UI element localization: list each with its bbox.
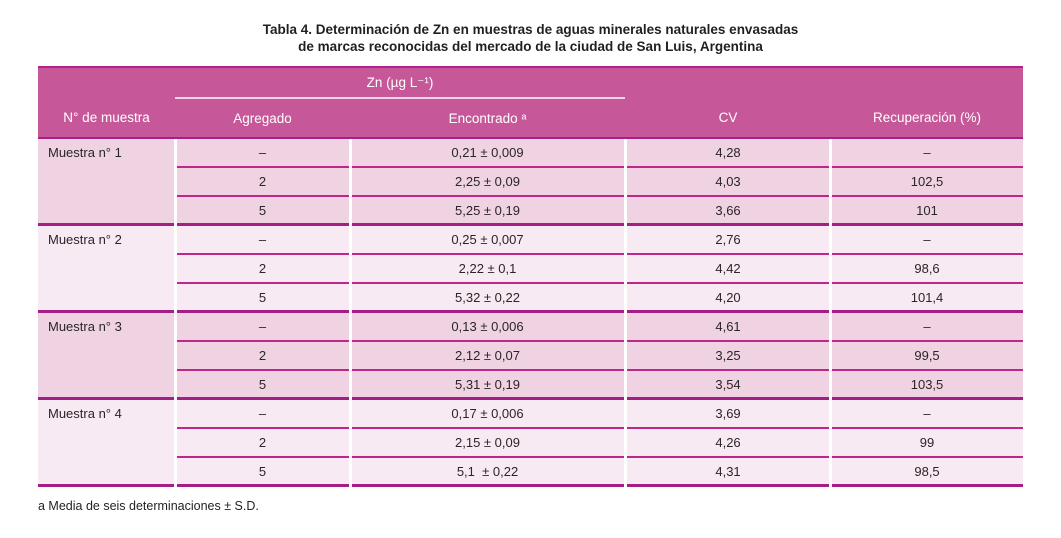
sample-name-cell: Muestra n° 1 <box>38 138 175 226</box>
table-row: Muestra n° 4 – 0,17 ± 0,006 3,69 – <box>38 398 1024 487</box>
table-row: Muestra n° 2 – 0,25 ± 0,007 2,76 – <box>38 224 1024 313</box>
table-row: 5 5,25 ± 0,19 3,66 101 <box>38 196 1024 226</box>
agregado-cell: 5 <box>175 457 350 487</box>
sample-name-cell: Muestra n° 3 <box>38 311 175 400</box>
cv-cell: 4,31 <box>625 457 832 487</box>
encontrado-cell: 2,22 ± 0,1 <box>350 254 626 284</box>
agregado-cell: 2 <box>175 254 350 284</box>
cv-cell: 4,61 <box>625 311 832 342</box>
encontrado-cell: 2,15 ± 0,09 <box>350 428 626 458</box>
cv-cell: 4,20 <box>625 283 832 313</box>
recuperacion-cell: 101 <box>831 196 1024 226</box>
column-header-encontrado: Encontrado ᵃ <box>350 98 626 139</box>
column-header-row: N° de muestra Agregado Encontrado ᵃ CV R… <box>38 98 1024 139</box>
column-gutter <box>174 139 177 487</box>
table-row: 2 2,12 ± 0,07 3,25 99,5 <box>38 341 1024 371</box>
agregado-cell: – <box>175 138 350 168</box>
cv-cell: 3,54 <box>625 370 832 400</box>
footnote: a Media de seis determinaciones ± S.D. <box>38 499 259 513</box>
recuperacion-cell: 99 <box>831 428 1024 458</box>
zn-results-table: Zn (µg L⁻¹) N° de muestra Agregado Encon… <box>38 66 1024 487</box>
table-row: Muestra n° 3 – 0,13 ± 0,006 4,61 – <box>38 311 1024 400</box>
agregado-cell: – <box>175 398 350 429</box>
encontrado-cell: 5,25 ± 0,19 <box>350 196 626 226</box>
agregado-cell: 2 <box>175 167 350 197</box>
recuperacion-cell: 101,4 <box>831 283 1024 313</box>
table-row: 2 2,15 ± 0,09 4,26 99 <box>38 428 1024 458</box>
encontrado-cell: 5,32 ± 0,22 <box>350 283 626 313</box>
recuperacion-cell: 102,5 <box>831 167 1024 197</box>
agregado-cell: 5 <box>175 196 350 226</box>
agregado-cell: – <box>175 311 350 342</box>
table-container: Zn (µg L⁻¹) N° de muestra Agregado Encon… <box>38 66 1024 487</box>
encontrado-cell: 0,21 ± 0,009 <box>350 138 626 168</box>
sample-name-cell: Muestra n° 4 <box>38 398 175 487</box>
agregado-cell: – <box>175 224 350 255</box>
agregado-cell: 2 <box>175 341 350 371</box>
agregado-cell: 5 <box>175 283 350 313</box>
header-spacer <box>625 66 832 98</box>
recuperacion-cell: – <box>831 398 1024 429</box>
cv-cell: 4,26 <box>625 428 832 458</box>
table-header: Zn (µg L⁻¹) N° de muestra Agregado Encon… <box>38 66 1024 139</box>
cv-cell: 3,25 <box>625 341 832 371</box>
table-row: 2 2,22 ± 0,1 4,42 98,6 <box>38 254 1024 284</box>
table-row: Muestra n° 1 – 0,21 ± 0,009 4,28 – <box>38 138 1024 226</box>
column-gutter <box>624 139 627 487</box>
column-header-muestra: N° de muestra <box>38 98 175 139</box>
table-row: 5 5,1 ± 0,22 4,31 98,5 <box>38 457 1024 487</box>
cv-cell: 3,66 <box>625 196 832 226</box>
agregado-cell: 2 <box>175 428 350 458</box>
table-title-line1: Tabla 4. Determinación de Zn en muestras… <box>262 22 799 37</box>
recuperacion-cell: 98,6 <box>831 254 1024 284</box>
recuperacion-cell: 98,5 <box>831 457 1024 487</box>
recuperacion-cell: – <box>831 138 1024 168</box>
header-spacer <box>38 66 175 98</box>
cv-cell: 4,42 <box>625 254 832 284</box>
recuperacion-cell: – <box>831 224 1024 255</box>
column-header-recuperacion: Recuperación (%) <box>831 98 1024 139</box>
cv-cell: 4,28 <box>625 138 832 168</box>
column-gutter <box>349 139 352 487</box>
agregado-cell: 5 <box>175 370 350 400</box>
encontrado-cell: 0,17 ± 0,006 <box>350 398 626 429</box>
cv-cell: 2,76 <box>625 224 832 255</box>
recuperacion-cell: 99,5 <box>831 341 1024 371</box>
encontrado-cell: 2,12 ± 0,07 <box>350 341 626 371</box>
table-row: 5 5,32 ± 0,22 4,20 101,4 <box>38 283 1024 313</box>
encontrado-cell: 0,25 ± 0,007 <box>350 224 626 255</box>
encontrado-cell: 5,31 ± 0,19 <box>350 370 626 400</box>
table-row: 5 5,31 ± 0,19 3,54 103,5 <box>38 370 1024 400</box>
column-gutter <box>829 139 832 487</box>
table-title-line2: de marcas reconocidas del mercado de la … <box>298 39 763 54</box>
table-title: Tabla 4. Determinación de Zn en muestras… <box>0 0 1061 55</box>
spanner-row: Zn (µg L⁻¹) <box>38 66 1024 99</box>
header-spacer <box>831 66 1024 98</box>
table-body: Muestra n° 1 – 0,21 ± 0,009 4,28 – 2 2,2… <box>38 138 1024 487</box>
recuperacion-cell: – <box>831 311 1024 342</box>
recuperacion-cell: 103,5 <box>831 370 1024 400</box>
column-header-cv: CV <box>625 98 832 139</box>
table-row: 2 2,25 ± 0,09 4,03 102,5 <box>38 167 1024 197</box>
column-header-agregado: Agregado <box>175 98 350 139</box>
encontrado-cell: 5,1 ± 0,22 <box>350 457 626 487</box>
cv-cell: 3,69 <box>625 398 832 429</box>
sample-name-cell: Muestra n° 2 <box>38 224 175 313</box>
cv-cell: 4,03 <box>625 167 832 197</box>
encontrado-cell: 0,13 ± 0,006 <box>350 311 626 342</box>
zn-unit-spanner: Zn (µg L⁻¹) <box>175 66 626 99</box>
encontrado-cell: 2,25 ± 0,09 <box>350 167 626 197</box>
